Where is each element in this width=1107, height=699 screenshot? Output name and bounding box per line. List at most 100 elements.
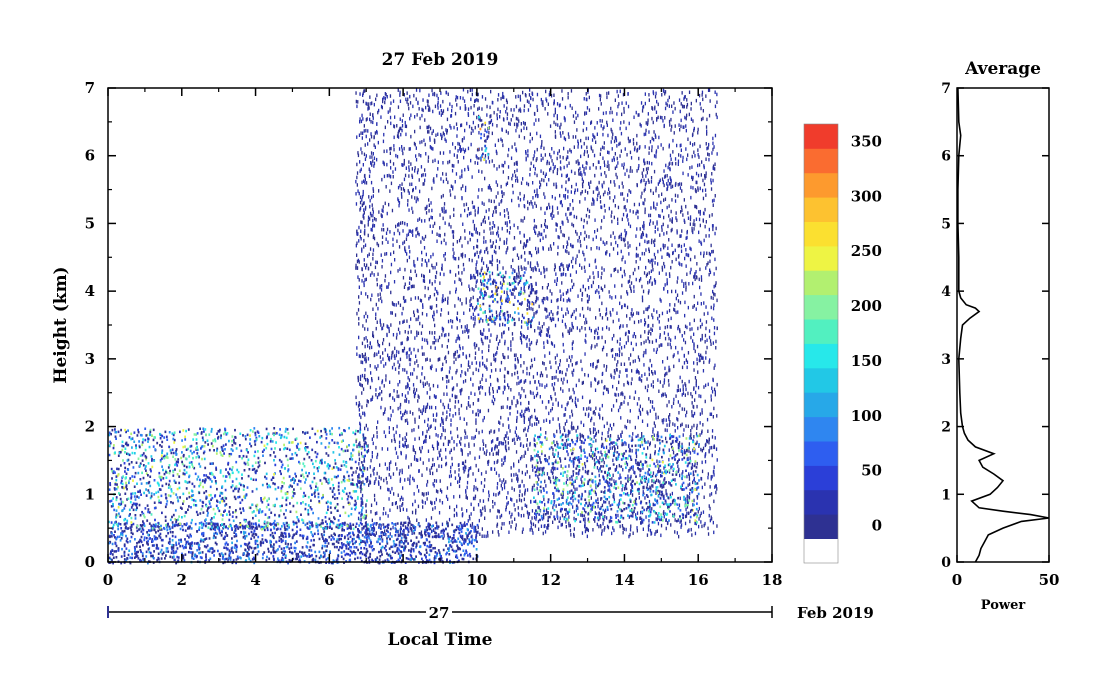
heatmap-cell [671,405,673,409]
heatmap-cell [336,557,339,560]
heatmap-cell [285,427,287,431]
heatmap-cell [548,178,550,182]
heatmap-cell [134,552,136,555]
heatmap-cell [406,258,408,263]
heatmap-cell [631,436,633,440]
heatmap-cell [152,438,155,442]
heatmap-cell [130,495,133,498]
heatmap-cell [714,133,717,138]
heatmap-cell [418,550,421,554]
heatmap-cell [691,401,693,405]
heatmap-cell [364,278,366,282]
heatmap-cell [648,289,650,293]
heatmap-cell [662,180,664,185]
heatmap-cell [179,538,181,542]
heatmap-cell [413,387,415,392]
heatmap-cell [132,479,134,482]
heatmap-cell [154,506,157,510]
heatmap-cell [475,539,477,542]
heatmap-cell [273,473,275,476]
heatmap-cell [466,534,468,538]
heatmap-cell [135,508,138,512]
heatmap-cell [389,527,392,531]
heatmap-cell [281,551,283,554]
heatmap-cell [528,338,530,342]
heatmap-cell [169,469,171,473]
heatmap-cell [355,540,357,543]
heatmap-cell [663,331,666,335]
heatmap-cell [252,556,255,560]
heatmap-cell [449,544,452,547]
heatmap-cell [493,199,495,204]
heatmap-cell [292,523,295,526]
heatmap-cell [689,492,691,496]
heatmap-cell [323,552,326,555]
heatmap-cell [241,524,244,528]
heatmap-cell [397,455,399,459]
heatmap-cell [713,530,715,535]
heatmap-cell [130,535,133,539]
heatmap-cell [230,448,233,451]
heatmap-cell [651,116,653,121]
heatmap-cell [431,216,433,220]
heatmap-cell [575,160,577,164]
heatmap-cell [145,482,148,485]
heatmap-cell [398,544,401,547]
heatmap-cell [142,452,145,455]
heatmap-cell [565,520,567,524]
heatmap-cell [654,95,657,99]
heatmap-cell [277,522,279,526]
heatmap-cell [659,447,661,451]
heatmap-cell [359,208,361,212]
heatmap-cell [467,533,469,537]
heatmap-cell [156,481,159,485]
heatmap-cell [527,239,529,243]
heatmap-cell [272,534,275,538]
heatmap-cell [239,522,242,525]
heatmap-cell [222,561,225,565]
heatmap-cell [510,156,513,160]
heatmap-cell [463,540,465,543]
heatmap-cell [337,467,340,470]
heatmap-cell [623,110,625,114]
heatmap-cell [165,523,167,527]
heatmap-cell [635,454,638,459]
heatmap-cell [351,496,353,500]
heatmap-cell [372,187,374,191]
heatmap-cell [429,543,431,547]
heatmap-cell [208,433,211,436]
heatmap-cell [151,544,154,547]
heatmap-cell [184,480,187,483]
heatmap-cell [360,415,362,420]
heatmap-cell [306,446,309,449]
heatmap-cell [701,336,703,341]
heatmap-cell [294,541,296,545]
heatmap-cell [473,205,476,209]
heatmap-cell [397,552,400,555]
heatmap-cell [171,515,173,519]
heatmap-cell [316,526,319,529]
heatmap-cell [608,167,610,171]
heatmap-cell [253,536,256,539]
heatmap-cell [359,441,361,445]
heatmap-cell [169,485,172,488]
heatmap-cell [467,519,469,523]
heatmap-cell [464,148,467,152]
heatmap-cell [240,544,242,548]
heatmap-cell [609,310,611,315]
heatmap-cell [672,138,674,143]
heatmap-cell [591,202,593,206]
heatmap-cell [378,558,381,561]
heatmap-cell [650,180,653,184]
heatmap-cell [670,157,672,161]
heatmap-cell [287,561,289,565]
heatmap-cell [359,521,362,525]
heatmap-cell [214,528,217,532]
heatmap-cell [698,230,700,235]
heatmap-cell [407,542,409,545]
heatmap-cell [177,461,179,464]
heatmap-cell [109,500,111,503]
heatmap-cell [541,298,543,303]
heatmap-cell [360,511,363,514]
heatmap-cell [411,175,414,179]
